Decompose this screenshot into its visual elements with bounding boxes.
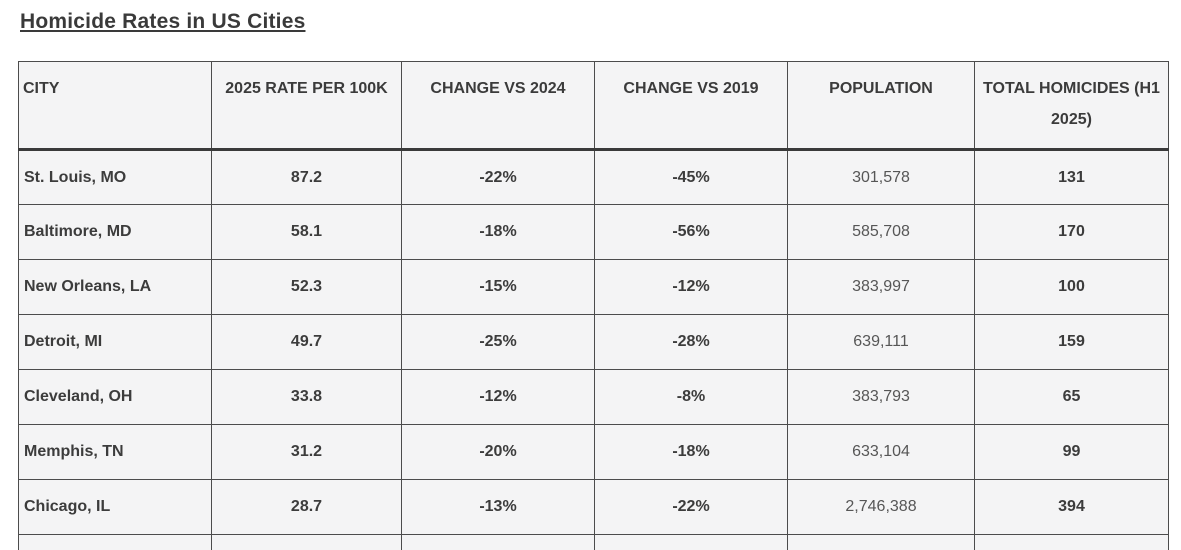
cell-rate: 49.7 [211,314,402,370]
cell-change-vs-2019: -56% [594,204,788,260]
cell-total-homicides: 99 [974,424,1169,480]
cell-change-vs-2019 [594,534,788,550]
cell-change-vs-2024: -20% [401,424,595,480]
cell-change-vs-2019: -28% [594,314,788,370]
cell-population: 639,111 [787,314,975,370]
page-title: Homicide Rates in US Cities [20,10,306,33]
cell-population [787,534,975,550]
table-row: Baltimore, MD 58.1 -18% -56% 585,708 170 [18,204,1169,260]
cell-change-vs-2019: -18% [594,424,788,480]
homicide-rates-table: CITY 2025 RATE PER 100K CHANGE VS 2024 C… [18,61,1169,550]
cell-total-homicides: 131 [974,149,1169,205]
cell-city: St. Louis, MO [18,149,212,205]
column-header-rate: 2025 RATE PER 100K [211,61,402,151]
cell-rate: 87.2 [211,149,402,205]
cell-city: Detroit, MI [18,314,212,370]
column-header-city: CITY [18,61,212,151]
cell-population: 383,793 [787,369,975,425]
cell-change-vs-2024: -22% [401,149,595,205]
column-header-population: POPULATION [787,61,975,151]
cell-city: Memphis, TN [18,424,212,480]
cell-rate: 31.2 [211,424,402,480]
cell-rate: 58.1 [211,204,402,260]
cell-change-vs-2024 [401,534,595,550]
cell-change-vs-2024: -13% [401,479,595,535]
cell-change-vs-2024: -18% [401,204,595,260]
table-row: Detroit, MI 49.7 -25% -28% 639,111 159 [18,314,1169,370]
table-row-partial [18,534,1169,550]
column-header-change-vs-2019: CHANGE VS 2019 [594,61,788,151]
cell-population: 301,578 [787,149,975,205]
cell-total-homicides: 65 [974,369,1169,425]
cell-change-vs-2019: -8% [594,369,788,425]
cell-change-vs-2019: -12% [594,259,788,315]
cell-city: Cleveland, OH [18,369,212,425]
cell-rate [211,534,402,550]
cell-total-homicides: 100 [974,259,1169,315]
cell-city: Baltimore, MD [18,204,212,260]
column-header-total-homicides: TOTAL HOMICIDES (H1 2025) [974,61,1169,151]
cell-total-homicides [974,534,1169,550]
cell-total-homicides: 394 [974,479,1169,535]
column-header-change-vs-2024: CHANGE VS 2024 [401,61,595,151]
table-row: New Orleans, LA 52.3 -15% -12% 383,997 1… [18,259,1169,315]
table-row: Chicago, IL 28.7 -13% -22% 2,746,388 394 [18,479,1169,535]
cell-city: Chicago, IL [18,479,212,535]
cell-total-homicides: 170 [974,204,1169,260]
cell-population: 633,104 [787,424,975,480]
cell-rate: 28.7 [211,479,402,535]
table-header-row: CITY 2025 RATE PER 100K CHANGE VS 2024 C… [18,61,1169,151]
cell-change-vs-2024: -15% [401,259,595,315]
table-row: Memphis, TN 31.2 -20% -18% 633,104 99 [18,424,1169,480]
table-row: St. Louis, MO 87.2 -22% -45% 301,578 131 [18,149,1169,205]
cell-population: 585,708 [787,204,975,260]
cell-change-vs-2019: -22% [594,479,788,535]
cell-change-vs-2019: -45% [594,149,788,205]
cell-population: 383,997 [787,259,975,315]
cell-population: 2,746,388 [787,479,975,535]
table-row: Cleveland, OH 33.8 -12% -8% 383,793 65 [18,369,1169,425]
cell-rate: 33.8 [211,369,402,425]
cell-change-vs-2024: -12% [401,369,595,425]
cell-change-vs-2024: -25% [401,314,595,370]
cell-city [18,534,212,550]
cell-rate: 52.3 [211,259,402,315]
cell-total-homicides: 159 [974,314,1169,370]
cell-city: New Orleans, LA [18,259,212,315]
